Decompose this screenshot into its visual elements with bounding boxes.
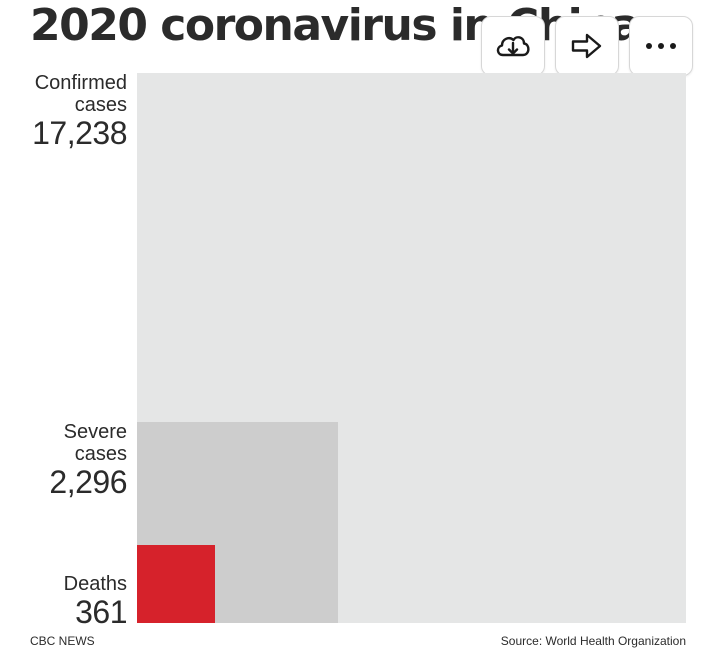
severe-label-line1: Severe	[63, 421, 127, 443]
more-button[interactable]	[629, 16, 693, 76]
confirmed-label-line1: Confirmed	[34, 72, 127, 94]
deaths-square	[137, 545, 215, 623]
confirmed-cases-label: Confirmed cases 17,238	[32, 72, 127, 150]
download-button[interactable]	[481, 16, 545, 76]
severe-cases-label: Severe cases 2,296	[49, 421, 127, 499]
credit-text: CBC NEWS	[30, 634, 95, 648]
confirmed-cases-value: 17,238	[32, 115, 127, 151]
deaths-value: 361	[75, 594, 127, 630]
toolbar	[481, 16, 693, 76]
severe-label-line2: cases	[74, 443, 127, 465]
share-button[interactable]	[555, 16, 619, 76]
cloud-download-icon	[496, 36, 530, 57]
deaths-label: Deaths 361	[63, 573, 128, 630]
confirmed-label-line2: cases	[74, 94, 127, 116]
source-text: Source: World Health Organization	[500, 634, 686, 648]
share-arrow-icon	[571, 33, 602, 59]
deaths-label-line1: Deaths	[63, 573, 127, 595]
more-dots-icon	[646, 43, 676, 49]
severe-cases-value: 2,296	[49, 464, 127, 500]
